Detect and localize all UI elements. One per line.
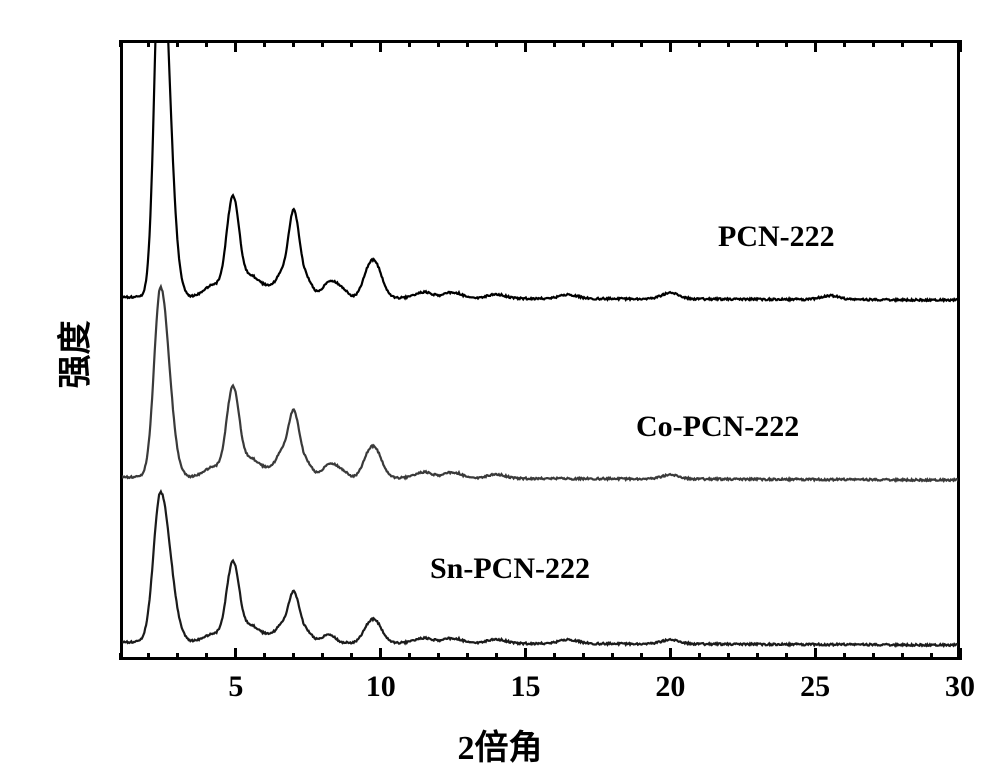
x-tick-minor [205, 40, 208, 47]
x-tick-minor [176, 653, 179, 660]
x-tick-major [814, 648, 817, 660]
series-curve [103, 287, 960, 481]
x-tick-minor [553, 653, 556, 660]
x-tick-minor [698, 653, 701, 660]
x-tick-minor [698, 40, 701, 47]
x-tick-minor [727, 40, 730, 47]
x-tick-minor [495, 653, 498, 660]
x-tick-minor [176, 40, 179, 47]
x-tick-minor [495, 40, 498, 47]
x-tick-minor [756, 653, 759, 660]
x-tick-major [379, 40, 382, 52]
x-tick-minor [872, 40, 875, 47]
x-tick-major [959, 40, 962, 52]
x-tick-major [524, 40, 527, 52]
x-tick-minor [930, 653, 933, 660]
x-tick-minor [930, 40, 933, 47]
x-tick-label: 15 [496, 670, 556, 704]
x-tick-minor [147, 653, 150, 660]
x-tick-major [669, 648, 672, 660]
x-tick-label: 5 [206, 670, 266, 704]
x-tick-major [814, 40, 817, 52]
x-tick-minor [553, 40, 556, 47]
x-axis-title: 2倍角 [0, 720, 1000, 769]
x-tick-major [234, 40, 237, 52]
x-tick-minor [843, 40, 846, 47]
x-tick-minor [292, 40, 295, 47]
x-tick-major [524, 648, 527, 660]
x-tick-minor [408, 653, 411, 660]
x-tick-minor [843, 653, 846, 660]
x-tick-major [379, 648, 382, 660]
x-tick-minor [119, 40, 122, 47]
x-tick-minor [466, 40, 469, 47]
x-tick-minor [321, 40, 324, 47]
x-tick-minor [727, 653, 730, 660]
series-label: Sn-PCN-222 [430, 552, 590, 586]
x-tick-minor [872, 653, 875, 660]
x-tick-minor [640, 653, 643, 660]
x-tick-major [959, 648, 962, 660]
x-tick-major [669, 40, 672, 52]
x-tick-minor [785, 653, 788, 660]
x-tick-minor [582, 653, 585, 660]
x-tick-minor [640, 40, 643, 47]
series-curve [103, 0, 960, 301]
x-tick-minor [437, 653, 440, 660]
x-tick-minor [582, 40, 585, 47]
data-svg [0, 0, 1000, 783]
x-tick-minor [466, 653, 469, 660]
x-tick-minor [263, 653, 266, 660]
x-tick-label: 20 [640, 670, 700, 704]
x-tick-minor [292, 653, 295, 660]
x-tick-minor [350, 40, 353, 47]
chart-container: 强度 2倍角 5 10 15 20 25 30 PCN-222 Co-PCN-222 Sn-PC… [0, 0, 1000, 783]
x-tick-minor [321, 653, 324, 660]
x-tick-minor [350, 653, 353, 660]
x-tick-minor [408, 40, 411, 47]
x-tick-minor [147, 40, 150, 47]
x-tick-minor [785, 40, 788, 47]
x-tick-minor [119, 653, 122, 660]
x-tick-minor [437, 40, 440, 47]
x-tick-minor [756, 40, 759, 47]
series-label: Co-PCN-222 [636, 410, 799, 444]
x-tick-minor [263, 40, 266, 47]
x-tick-major [234, 648, 237, 660]
x-tick-minor [901, 40, 904, 47]
x-tick-minor [611, 653, 614, 660]
x-tick-minor [611, 40, 614, 47]
x-tick-label: 10 [351, 670, 411, 704]
series-label: PCN-222 [718, 220, 835, 254]
x-tick-label: 30 [930, 670, 990, 704]
x-tick-label: 25 [785, 670, 845, 704]
x-tick-minor [901, 653, 904, 660]
y-axis-title: 强度 [48, 319, 97, 391]
x-tick-minor [205, 653, 208, 660]
